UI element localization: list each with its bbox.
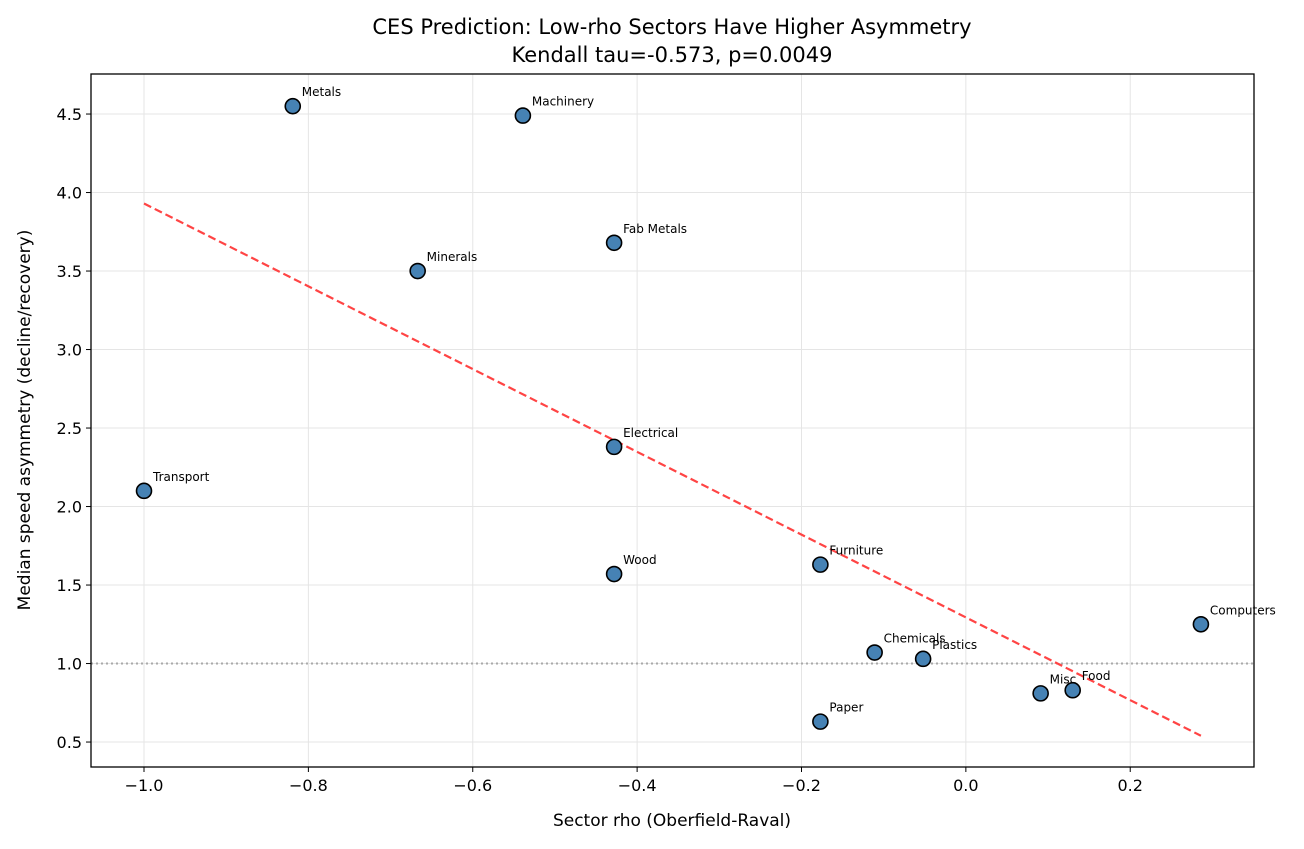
point-label: Furniture [829,544,883,558]
y-tick-label: 3.5 [57,262,82,281]
trend-line [143,202,1202,737]
y-tick-label: 2.5 [57,419,82,438]
trend-line-group [143,202,1202,737]
point-label: Fab Metals [623,222,687,236]
data-point [409,262,426,280]
chart-title: CES Prediction: Low-rho Sectors Have Hig… [372,15,971,39]
y-tick-label: 4.0 [57,184,82,203]
point-label: Wood [623,553,656,567]
x-tick-label: −0.6 [453,776,492,795]
point-label: Electrical [623,426,678,440]
point-label: Computers [1210,603,1276,617]
data-point [812,713,829,730]
y-tick-label: 3.0 [57,341,82,360]
x-axis-label: Sector rho (Oberfield-Raval) [553,811,791,831]
x-tick-label: −0.2 [782,776,821,795]
data-point [866,644,883,661]
data-point [514,107,532,124]
data-point [1032,685,1049,702]
x-tick-label: −1.0 [125,776,164,795]
x-tick-label: −0.8 [289,776,328,795]
data-point [284,97,302,115]
plot-frame [90,73,1255,768]
x-tick-label: −0.4 [618,776,657,795]
ticks-group: −1.0 −0.8 −0.6 −0.4 −0.2 0.0 0.2 0.5 1.0 1.5 2.0 2.… [57,105,1143,795]
data-point [605,234,623,252]
point-label: Paper [829,701,863,715]
data-point [605,565,623,583]
data-point [914,650,932,668]
points-group: Metals Machinery Fab Metals Minerals Electri… [135,85,1276,730]
x-tick-label: 0.2 [1118,776,1143,795]
point-label: Metals [302,85,341,99]
y-tick-label: 0.5 [57,733,82,752]
point-label: Transport [152,470,210,484]
y-tick-label: 1.5 [57,576,82,595]
y-tick-label: 4.5 [57,105,82,124]
grid [91,74,1254,767]
y-axis-label: Median speed asymmetry (decline/recovery… [15,230,35,611]
data-point [812,556,829,573]
data-point [1192,615,1210,633]
point-label: Minerals [427,250,478,264]
y-tick-label: 2.0 [57,498,82,517]
data-point [1064,681,1081,699]
point-label: Machinery [532,95,594,109]
data-point [605,438,623,456]
chart-subtitle: Kendall tau=-0.573, p=0.0049 [512,43,833,67]
data-point [135,482,153,500]
x-tick-label: 0.0 [953,776,978,795]
point-label: Chemicals [884,632,946,646]
point-label: Food [1082,669,1111,683]
y-tick-label: 1.0 [57,655,82,674]
point-label: Plastics [932,638,977,652]
